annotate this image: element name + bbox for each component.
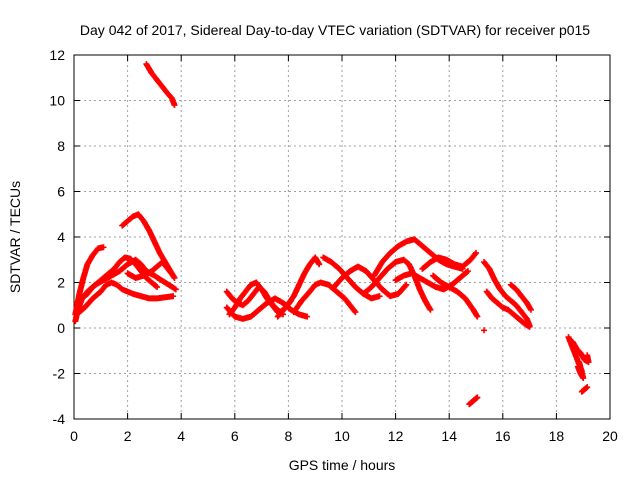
data-points xyxy=(72,61,592,408)
y-tick-label: -4 xyxy=(53,411,66,427)
y-tick-label: 4 xyxy=(57,229,65,245)
data-point xyxy=(463,268,470,275)
x-tick-label: 18 xyxy=(549,428,565,444)
data-point xyxy=(376,293,383,300)
data-point xyxy=(474,313,481,320)
axis-ticks: 0 2 4 6 8 10 12 14 16 18 20 -4 -2 0 2 4 6 8 10 12 xyxy=(49,47,618,444)
data-point xyxy=(584,352,591,359)
data-point xyxy=(172,286,179,293)
x-tick-label: 0 xyxy=(70,428,78,444)
y-tick-label: 0 xyxy=(57,320,65,336)
y-tick-label: 12 xyxy=(49,47,65,63)
data-point xyxy=(171,102,178,109)
data-point xyxy=(473,249,479,256)
data-point xyxy=(474,394,481,401)
data-point xyxy=(527,306,534,313)
data-point xyxy=(304,313,311,320)
data-point xyxy=(153,283,160,290)
grid xyxy=(74,55,610,419)
x-tick-label: 20 xyxy=(602,428,618,444)
y-tick-label: 6 xyxy=(57,184,65,200)
y-tick-label: 2 xyxy=(57,275,65,291)
x-tick-label: 6 xyxy=(231,428,239,444)
data-point xyxy=(472,251,479,258)
y-tick-label: -2 xyxy=(53,366,66,382)
data-point xyxy=(351,307,358,314)
data-point xyxy=(427,306,434,313)
data-point xyxy=(316,261,323,268)
data-point xyxy=(170,293,177,300)
data-point xyxy=(352,309,359,316)
data-point xyxy=(100,244,107,251)
x-tick-label: 8 xyxy=(285,428,293,444)
x-tick-label: 2 xyxy=(124,428,132,444)
data-point xyxy=(481,327,488,334)
data-point xyxy=(169,271,176,278)
y-tick-label: 8 xyxy=(57,138,65,154)
data-point xyxy=(154,284,161,291)
data-point xyxy=(576,359,583,366)
chart-title: Day 042 of 2017, Sidereal Day-to-day VTE… xyxy=(80,22,590,38)
x-tick-label: 12 xyxy=(388,428,404,444)
data-point xyxy=(403,281,410,288)
x-axis-label: GPS time / hours xyxy=(289,457,396,473)
y-axis-label: SDTVAR / TECUs xyxy=(7,181,23,293)
x-tick-label: 16 xyxy=(495,428,511,444)
y-tick-label: 10 xyxy=(49,93,65,109)
data-point xyxy=(526,323,533,330)
x-tick-label: 14 xyxy=(441,428,457,444)
x-tick-label: 4 xyxy=(177,428,185,444)
data-point xyxy=(170,272,177,279)
data-point xyxy=(584,384,591,391)
data-point xyxy=(464,268,471,275)
x-tick-label: 10 xyxy=(334,428,350,444)
data-point xyxy=(402,282,409,289)
